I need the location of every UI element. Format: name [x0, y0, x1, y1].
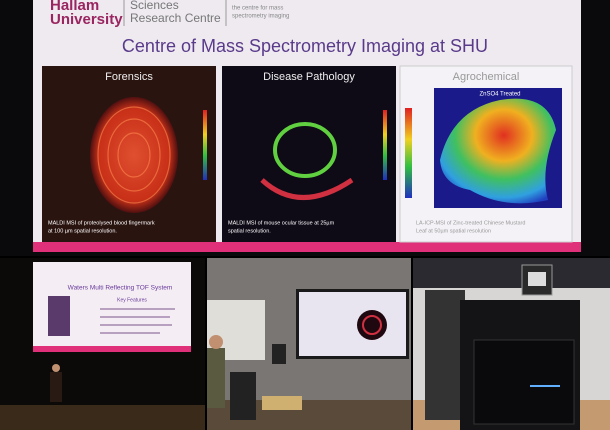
- lectern: [230, 372, 256, 420]
- panel-caption: spatial resolution.: [228, 228, 271, 234]
- speaker-box: [272, 344, 286, 364]
- presenter: [207, 348, 225, 408]
- ridge: [107, 118, 161, 192]
- panel-caption: Leaf at 50µm spatial resolution: [416, 228, 491, 234]
- bullet: [100, 332, 160, 334]
- bullet: [100, 316, 170, 318]
- bullet: [100, 324, 172, 326]
- logo-line: Hallam: [50, 0, 99, 14]
- color-scale: [405, 108, 412, 198]
- panel: [222, 66, 396, 242]
- bottom-middle-photo: [207, 258, 411, 430]
- panel-title: Disease Pathology: [263, 71, 355, 83]
- instrument: [48, 296, 70, 336]
- screen-image-ring: [362, 315, 382, 335]
- slide-subtitle: Key Features: [117, 297, 147, 303]
- ocular-arc: [260, 177, 354, 200]
- status-light: [530, 385, 560, 387]
- ridge: [97, 106, 171, 204]
- panel-caption: LA-ICP-MSI of Zinc-treated Chinese Musta…: [416, 220, 525, 226]
- table: [262, 396, 302, 410]
- slide-title: Waters Multi Reflecting TOF System: [68, 285, 173, 292]
- slide-bullets: [100, 308, 175, 334]
- slide-footer: [33, 346, 191, 352]
- speaker: [50, 372, 62, 402]
- panel-title: Forensics: [105, 71, 153, 83]
- bottom-left-photo: Waters Multi Reflecting TOF System Key F…: [0, 258, 205, 430]
- stage: [0, 405, 205, 430]
- logo-line: University: [50, 11, 123, 28]
- leaf: [440, 98, 556, 204]
- presenter-head: [209, 335, 223, 349]
- panel-title: Agrochemical: [453, 71, 520, 83]
- panel-caption: MALDI MSI of proteolysed blood fingermar…: [48, 220, 155, 226]
- speaker-head: [52, 364, 60, 372]
- slide-title: Centre of Mass Spectrometry Imaging at S…: [122, 36, 488, 56]
- screen-image: [357, 310, 387, 340]
- bullet: [100, 308, 175, 310]
- bottom-right-photo: [413, 258, 610, 430]
- fingermark: [90, 97, 178, 213]
- panel-caption: at 100 µm spatial resolution.: [48, 228, 117, 234]
- top-photo: Hallam University Sciences Research Cent…: [0, 0, 610, 256]
- color-scale: [203, 110, 207, 180]
- centre-line: Research Centre: [130, 11, 221, 25]
- centre-line: Sciences: [130, 0, 179, 12]
- leaf-label: ZnSO4 Treated: [479, 92, 520, 98]
- tv-screen: [299, 292, 406, 356]
- color-scale: [383, 110, 387, 180]
- ridge: [117, 132, 151, 178]
- tagline: the centre for mass: [232, 6, 283, 12]
- instrument-door: [473, 339, 575, 425]
- fingermark-ridges: [97, 106, 171, 204]
- slide-footer: [33, 242, 581, 252]
- ocular-ring: [273, 122, 337, 178]
- monitor-screen: [528, 272, 546, 286]
- ceiling: [413, 258, 610, 288]
- tagline: spectrometry imaging: [232, 14, 289, 20]
- panel-caption: MALDI MSI of mouse ocular tissue at 25µm: [228, 220, 335, 226]
- cabinet: [425, 290, 465, 420]
